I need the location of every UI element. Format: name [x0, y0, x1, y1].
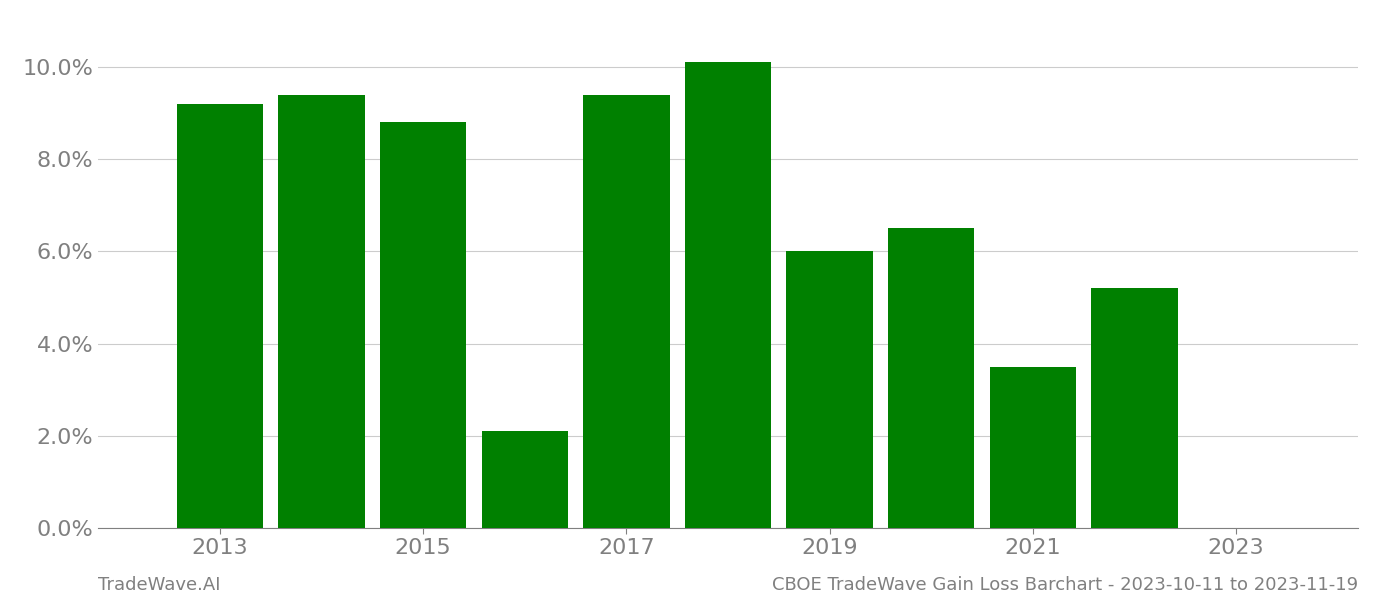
Text: CBOE TradeWave Gain Loss Barchart - 2023-10-11 to 2023-11-19: CBOE TradeWave Gain Loss Barchart - 2023… — [771, 576, 1358, 594]
Bar — [584, 95, 669, 528]
Bar — [279, 95, 365, 528]
Bar — [888, 228, 974, 528]
Bar — [1091, 288, 1177, 528]
Bar — [787, 251, 872, 528]
Bar — [482, 431, 568, 528]
Bar — [379, 122, 466, 528]
Bar — [990, 367, 1077, 528]
Bar — [176, 104, 263, 528]
Bar — [685, 62, 771, 528]
Text: TradeWave.AI: TradeWave.AI — [98, 576, 221, 594]
